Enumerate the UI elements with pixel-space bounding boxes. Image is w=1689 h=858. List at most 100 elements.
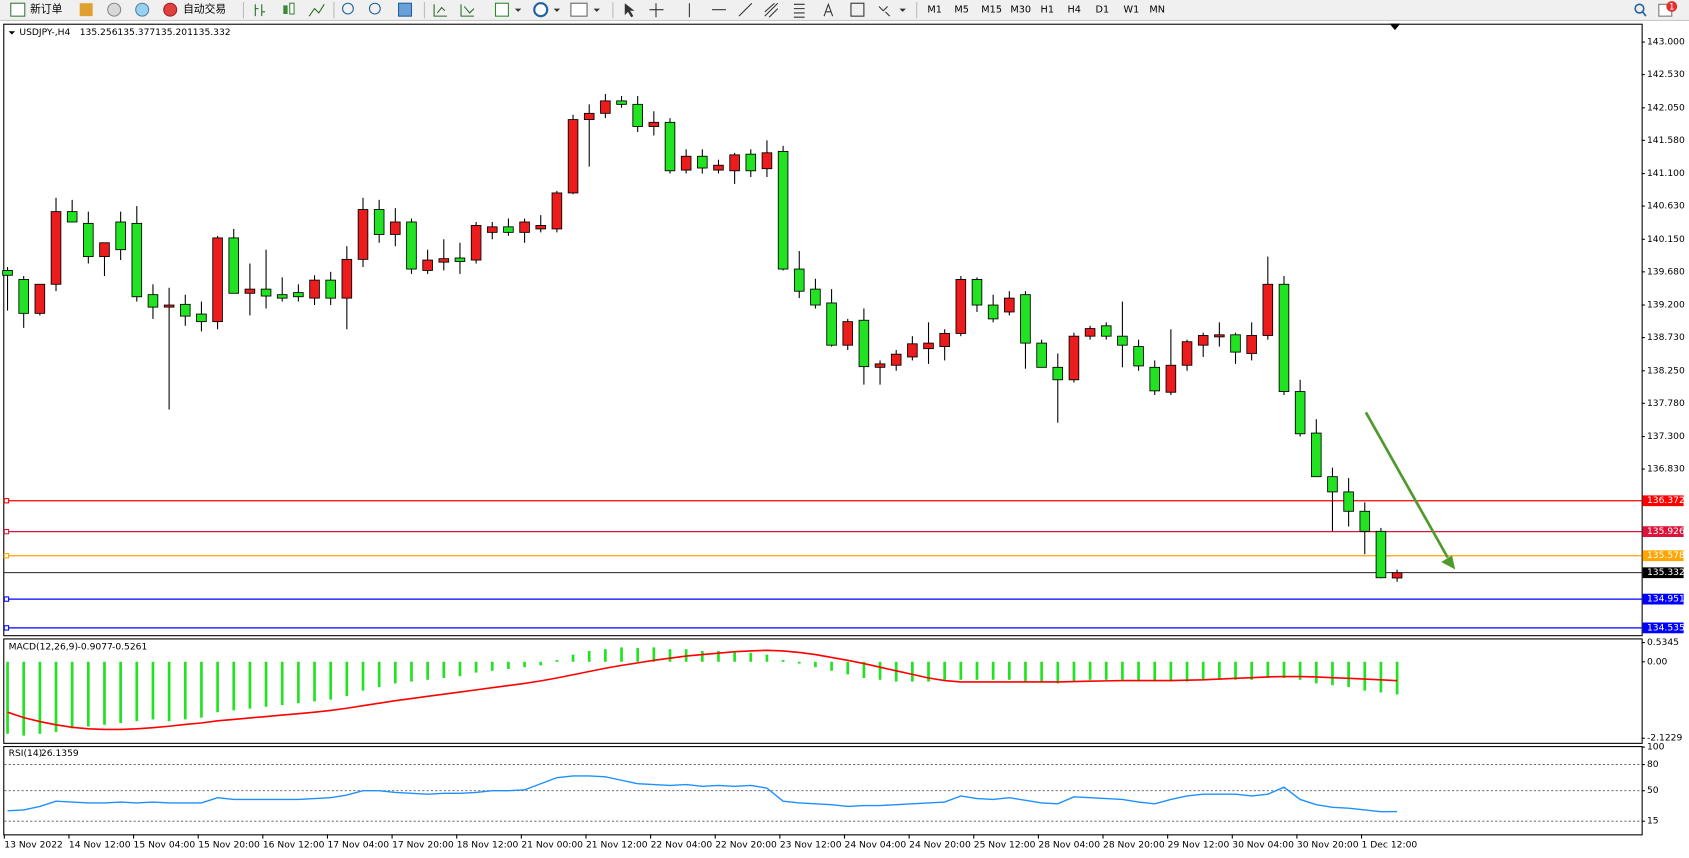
macd-bar xyxy=(135,661,139,722)
timeframe-button[interactable]: W1 xyxy=(1123,5,1139,16)
new-order-icon[interactable] xyxy=(10,2,26,17)
candle-body xyxy=(616,100,627,105)
tile-button[interactable] xyxy=(398,2,413,17)
macd-bar xyxy=(200,661,203,718)
bar-chart-button[interactable] xyxy=(254,4,265,17)
candle-body xyxy=(600,100,611,114)
candle-body xyxy=(325,279,336,299)
timeframe-button[interactable]: MN xyxy=(1149,5,1165,16)
candle-body xyxy=(373,209,385,235)
toolbar-icon[interactable] xyxy=(107,2,122,17)
arrows-button[interactable] xyxy=(878,6,891,17)
auto-trading-icon[interactable] xyxy=(163,2,178,17)
dropdown[interactable] xyxy=(593,8,600,12)
candle-body xyxy=(83,222,94,258)
candle-body xyxy=(454,257,466,262)
candle-body xyxy=(1020,294,1031,344)
macd-bar xyxy=(1185,661,1189,682)
timeframes: M1 M5 M15 M30 H1 H4 D1 W1 MN xyxy=(927,5,1165,16)
dropdown[interactable] xyxy=(553,8,561,12)
candle-body xyxy=(486,226,498,233)
fibo-button[interactable] xyxy=(793,3,805,18)
y-tick-label: 139.680 xyxy=(1647,267,1685,277)
indicators-button[interactable] xyxy=(494,2,509,17)
macd-bar xyxy=(248,661,252,709)
search-button[interactable] xyxy=(1634,3,1645,14)
candle-body xyxy=(842,321,854,346)
dropdown[interactable] xyxy=(514,8,522,12)
toolbar-icon[interactable] xyxy=(135,2,150,17)
candle-body xyxy=(713,164,724,171)
macd-bar xyxy=(814,661,817,668)
macd-bar xyxy=(636,648,640,662)
candle-body xyxy=(535,225,547,230)
annotation-arrow xyxy=(1364,411,1456,570)
timeframe-button[interactable]: M15 xyxy=(981,5,1002,16)
macd-bar xyxy=(1314,661,1318,684)
level-label-bg xyxy=(1642,622,1684,634)
templates-button[interactable] xyxy=(570,2,588,17)
new-order-button[interactable]: 新订单 xyxy=(30,3,63,16)
macd-bar xyxy=(313,661,316,702)
candle-body xyxy=(793,268,805,292)
auto-trading-button[interactable]: 自动交易 xyxy=(183,3,226,16)
candle-body xyxy=(697,155,708,169)
timeframe-button[interactable]: M30 xyxy=(1010,5,1031,16)
trendline-button[interactable] xyxy=(738,2,753,17)
timeframe-button[interactable]: D1 xyxy=(1095,5,1109,16)
timeframe-button[interactable]: H1 xyxy=(1041,5,1054,16)
candle-body xyxy=(1149,366,1161,392)
scroll-button[interactable] xyxy=(433,4,448,17)
level-label: 135.578 xyxy=(1647,551,1685,561)
candle-body xyxy=(858,319,870,368)
candle-body xyxy=(147,294,159,308)
y-tick-label: 142.050 xyxy=(1647,103,1685,113)
macd-bar xyxy=(167,661,171,722)
macd-bar xyxy=(264,661,268,707)
timeframe-button[interactable]: M5 xyxy=(954,5,969,16)
toolbar-icon[interactable] xyxy=(79,3,93,17)
macd-main-value: -0.9077 xyxy=(78,643,113,653)
macd-bar xyxy=(280,661,284,706)
macd-bar xyxy=(1137,661,1140,682)
line-chart-button[interactable] xyxy=(308,4,325,17)
timeframe-button[interactable]: H4 xyxy=(1067,5,1080,16)
y-tick-label: 140.630 xyxy=(1647,202,1685,212)
candle-body xyxy=(987,304,999,320)
candle-body xyxy=(18,279,29,314)
macd-bar xyxy=(393,661,397,684)
shift-button[interactable] xyxy=(460,4,475,17)
y-tick-label: 139.200 xyxy=(1647,301,1685,311)
macd-bar xyxy=(70,661,74,729)
level-label-bg xyxy=(1642,526,1684,538)
macd-bar xyxy=(22,661,26,736)
x-tick-label: 24 Nov 20:00 xyxy=(909,841,971,851)
zoom-in-button[interactable] xyxy=(342,2,354,15)
x-tick-label: 22 Nov 20:00 xyxy=(715,841,777,851)
candle-chart-button[interactable] xyxy=(289,2,295,15)
header-open: 135.256 xyxy=(80,28,118,38)
candle-body xyxy=(1375,530,1387,579)
text-button[interactable] xyxy=(823,2,834,17)
candle-body xyxy=(1084,328,1096,337)
macd-bar xyxy=(927,661,930,682)
candle-body xyxy=(1391,572,1403,579)
zoom-out-button[interactable] xyxy=(368,2,381,15)
macd-bar xyxy=(862,661,866,678)
timeframe-button[interactable]: M1 xyxy=(927,5,942,16)
label-button[interactable] xyxy=(850,2,865,17)
cursor-button[interactable] xyxy=(624,3,635,18)
search-button[interactable] xyxy=(1642,11,1647,17)
macd-bar xyxy=(1040,661,1043,682)
macd-bar xyxy=(878,661,882,680)
crosshair-button[interactable] xyxy=(649,3,664,18)
candle-body xyxy=(390,221,401,235)
periods-button[interactable] xyxy=(533,2,549,18)
candle-body xyxy=(228,237,240,294)
candle-body xyxy=(196,313,207,323)
dropdown[interactable] xyxy=(899,8,906,12)
channel-button[interactable] xyxy=(764,2,779,18)
candle-chart-button[interactable] xyxy=(283,5,288,14)
notification-badge[interactable] xyxy=(1666,1,1678,12)
y-tick-label: 138.730 xyxy=(1647,333,1685,343)
